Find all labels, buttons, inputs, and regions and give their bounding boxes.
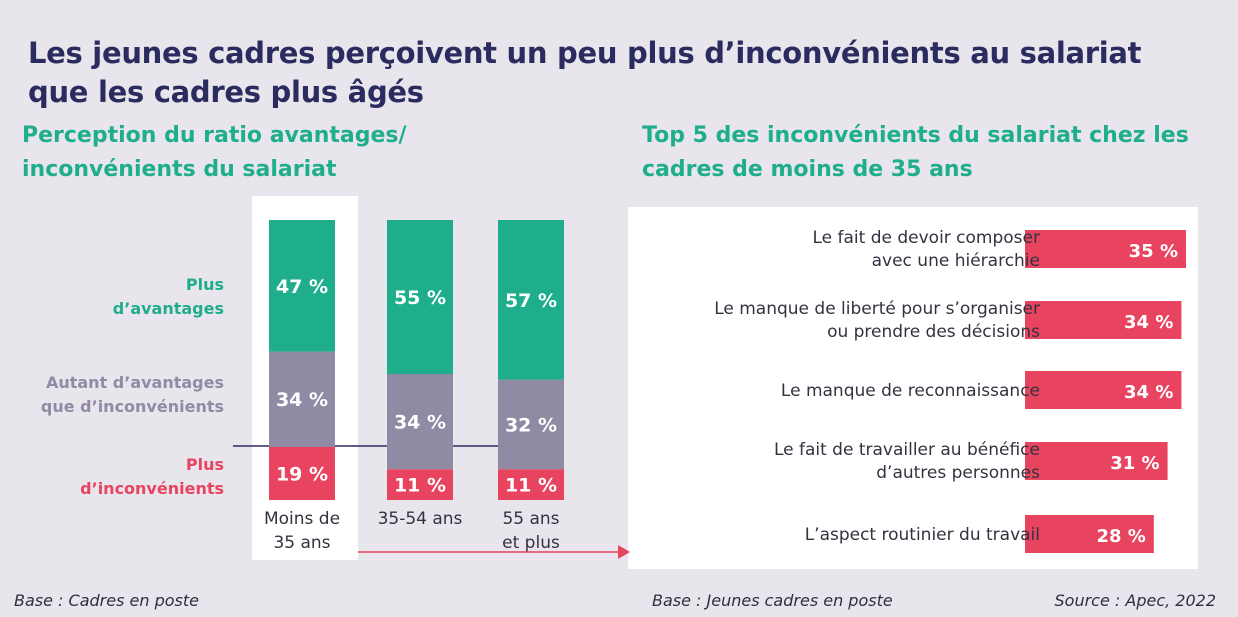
category-label: 35-54 ans bbox=[378, 509, 463, 529]
bar-segment bbox=[498, 220, 564, 380]
hbar bbox=[1025, 301, 1182, 339]
data-label: 32 % bbox=[505, 414, 557, 436]
bar-segment bbox=[269, 351, 335, 447]
data-label: 19 % bbox=[276, 463, 328, 485]
hbar bbox=[1025, 442, 1168, 480]
hbar bbox=[1025, 515, 1154, 553]
hbar-label: 31 % bbox=[1110, 453, 1159, 474]
hbar-label: 34 % bbox=[1124, 312, 1173, 333]
bar-segment bbox=[498, 379, 564, 470]
bar-segment bbox=[269, 446, 335, 500]
source-note: Source : Apec, 2022 bbox=[1054, 591, 1217, 610]
right-chart-subtitle: Top 5 des inconvénients du salariat chez… bbox=[642, 123, 1189, 182]
connector-arrow-head bbox=[618, 545, 630, 559]
data-label: 55 % bbox=[394, 287, 446, 309]
hbar-category-label: Le manque de reconnaissance bbox=[781, 381, 1040, 401]
category-label: Moins de 35 ans bbox=[264, 509, 340, 553]
hbar bbox=[1025, 371, 1182, 409]
hbar-label: 35 % bbox=[1129, 241, 1178, 262]
legend-item: Plus d’inconvénients bbox=[80, 455, 224, 498]
bar-segment bbox=[498, 469, 564, 500]
hbar-category-label: Le manque de liberté pour s’organiser ou … bbox=[714, 299, 1040, 342]
hbar-category-label: Le fait de devoir composer avec une hiéra… bbox=[812, 228, 1040, 271]
bar-segment bbox=[387, 469, 453, 500]
data-label: 57 % bbox=[505, 290, 557, 312]
bar-segment bbox=[269, 220, 335, 352]
data-label: 47 % bbox=[276, 276, 328, 298]
category-label: 55 ans et plus bbox=[502, 509, 560, 553]
hbar-label: 28 % bbox=[1096, 526, 1145, 547]
data-label: 34 % bbox=[394, 412, 446, 434]
left-chart-subtitle: Perception du ratio avantages/ inconvéni… bbox=[22, 123, 407, 182]
chart-title: Les jeunes cadres perçoivent un peu plus… bbox=[28, 36, 1142, 109]
bar-segment bbox=[387, 220, 453, 374]
right-base-note: Base : Jeunes cadres en poste bbox=[652, 591, 893, 610]
left-base-note: Base : Cadres en poste bbox=[14, 591, 199, 610]
data-label: 11 % bbox=[505, 475, 557, 497]
hbar bbox=[1025, 230, 1186, 268]
data-label: 11 % bbox=[394, 475, 446, 497]
hbar-label: 34 % bbox=[1124, 382, 1173, 403]
legend-item: Plus d’avantages bbox=[113, 275, 224, 318]
hbar-category-label: Le fait de travailler au bénéfice d’autre… bbox=[774, 440, 1040, 483]
legend-item: Autant d’avantages que d’inconvénients bbox=[41, 373, 224, 416]
bar-segment bbox=[387, 374, 453, 470]
hbar-category-label: L’aspect routinier du travail bbox=[805, 525, 1040, 545]
data-label: 34 % bbox=[276, 389, 328, 411]
